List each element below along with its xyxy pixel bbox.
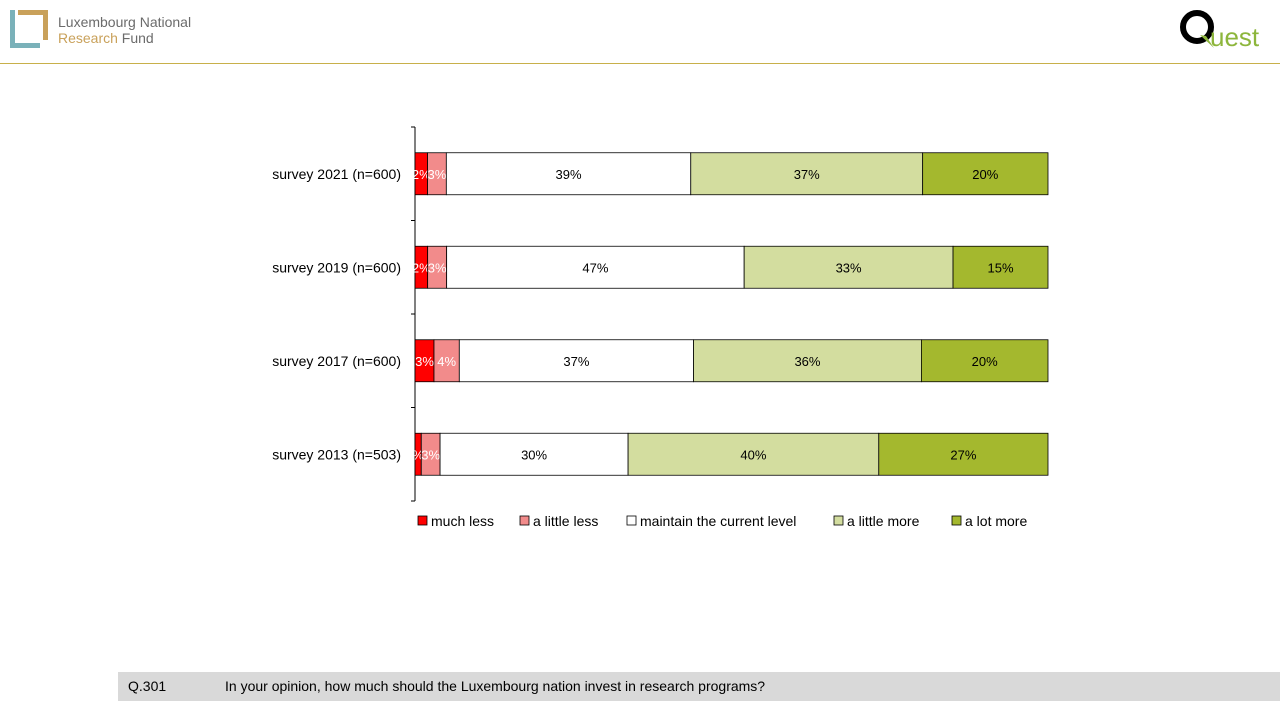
- data-label: 36%: [794, 354, 820, 369]
- data-label: 37%: [794, 167, 820, 182]
- legend-label: much less: [431, 513, 494, 529]
- legend-swatch: [626, 515, 637, 526]
- bar-segment: [627, 432, 880, 476]
- fnr-logo-line1: Luxembourg National: [58, 14, 192, 30]
- header-divider: [0, 63, 1280, 64]
- category-label: survey 2019 (n=600): [272, 259, 401, 275]
- legend-label: maintain the current level: [640, 513, 796, 529]
- data-label: 47%: [582, 260, 608, 275]
- bar-segment: [878, 432, 1049, 476]
- category-label: survey 2013 (n=503): [272, 446, 401, 462]
- data-label: 20%: [972, 354, 998, 369]
- data-label: 27%: [950, 447, 976, 462]
- data-label: 3%: [421, 447, 440, 462]
- data-label: 37%: [563, 354, 589, 369]
- fnr-logo-rest: Fund: [117, 30, 154, 46]
- question-footer: Q.301 In your opinion, how much should t…: [118, 672, 1280, 701]
- data-label: 33%: [836, 260, 862, 275]
- legend-swatch: [519, 515, 530, 526]
- bar-segment: [693, 339, 922, 383]
- quest-logo-icon: uest: [1180, 10, 1260, 52]
- legend-label: a little less: [533, 513, 598, 529]
- category-label: survey 2017 (n=600): [272, 353, 401, 369]
- bar-segment: [743, 245, 954, 289]
- header: Luxembourg National Research Fund uest: [0, 0, 1280, 64]
- chart-svg: survey 2021 (n=600) 2%3% 39% 37% 20%survey 2…: [272, 126, 1049, 529]
- data-label: 40%: [740, 447, 766, 462]
- data-label: 15%: [988, 260, 1014, 275]
- data-label: 4%: [437, 354, 456, 369]
- stacked-bar-chart: survey 2021 (n=600) 2% 3% 39% 37% 20% survey 2…: [0, 100, 1280, 560]
- legend-label: a lot more: [965, 513, 1027, 529]
- data-label: 2%: [412, 260, 431, 275]
- fnr-logo-accent: Research: [58, 30, 118, 46]
- fnr-logo-mark-icon: [10, 10, 48, 48]
- data-label: 30%: [521, 447, 547, 462]
- data-label: 3%: [415, 354, 434, 369]
- bar-segment: [922, 152, 1049, 196]
- fnr-logo-line2: Research Fund: [58, 30, 154, 46]
- category-label: survey 2021 (n=600): [272, 166, 401, 182]
- legend-swatch: [833, 515, 844, 526]
- bar-segment: [458, 339, 694, 383]
- legend-label: a little more: [847, 513, 920, 529]
- bar-segment: [952, 245, 1049, 289]
- bar-segment: [921, 339, 1049, 383]
- legend-swatch: [951, 515, 962, 526]
- data-label: 3%: [428, 260, 447, 275]
- svg-text:uest: uest: [1210, 22, 1260, 52]
- question-code: Q.301: [128, 678, 167, 694]
- bar-segment: [446, 245, 745, 289]
- data-label: 2%: [412, 167, 431, 182]
- bar-segment: [439, 432, 629, 476]
- fnr-logo: Luxembourg National Research Fund: [10, 10, 210, 54]
- bar-segment: [433, 339, 460, 383]
- data-label: 3%: [428, 167, 447, 182]
- data-label: 39%: [556, 167, 582, 182]
- data-label: 20%: [972, 167, 998, 182]
- question-text: In your opinion, how much should the Lux…: [225, 678, 766, 694]
- legend-swatch: [417, 515, 428, 526]
